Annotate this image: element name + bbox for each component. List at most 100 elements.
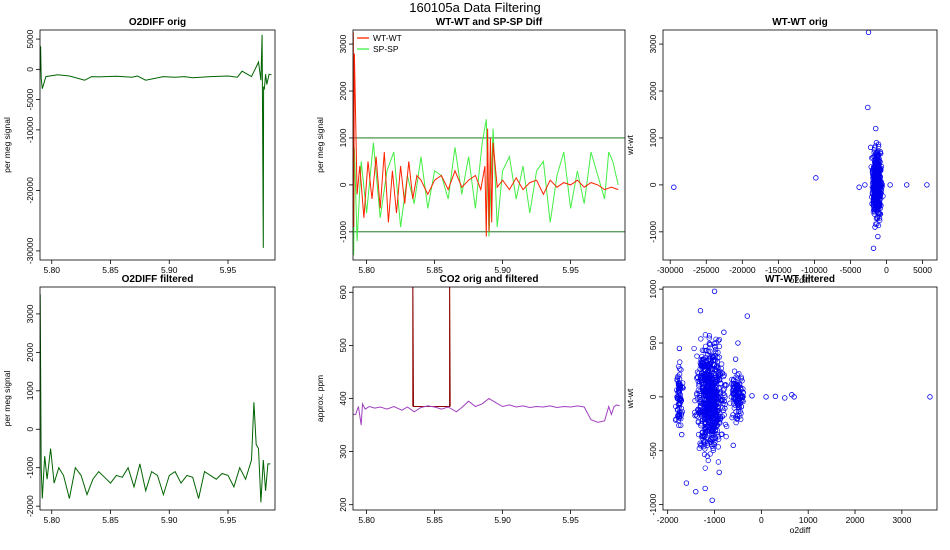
x-tick-label: -10000 [801,265,828,275]
scatter-point [680,385,686,391]
x-tick-label: 5.85 [102,515,119,525]
scatter-point [871,147,877,153]
scatter-point [694,396,701,402]
scatter-point [707,373,713,379]
scatter-point [734,416,740,422]
scatter-point [694,392,700,398]
y-tick-label: 2000 [338,81,348,100]
scatter-point [736,370,742,377]
scatter-point [706,413,712,419]
scatter-point [718,361,725,367]
scatter-point [709,441,715,448]
y-tick-label: 0 [338,182,348,187]
scatter-point [738,393,744,400]
scatter-point [716,343,723,350]
chart-o2diff-orig: O2DIFF orig 5.80 5.85 5.90 5.95 -30000 -20000 -… [2,17,276,275]
scatter-point [708,401,714,407]
scatter-point [705,348,712,355]
scatter-point [723,382,729,388]
scatter-point [694,369,701,375]
x-tick-label: -25000 [693,265,720,275]
scatter-point [695,378,701,384]
y-tick-label: 2000 [25,343,35,362]
plot-frame [39,286,276,511]
x-tick-label: 5.95 [562,265,579,275]
y-axis-label: per meg signal [315,117,325,173]
scatter-point [871,145,878,151]
scatter-point [705,428,711,434]
scatter-point [704,352,711,358]
y-tick-label: 1000 [648,279,658,298]
scatter-point [706,335,712,341]
x-tick-label: 2000 [846,515,865,525]
scatter-point [675,373,681,379]
x-tick-label: 5.95 [220,265,237,275]
x-tick-label: 5.80 [43,515,60,525]
scatter-point [675,363,682,370]
chart-title: CO2 orig and filtered [440,274,539,285]
plot-area [40,34,272,248]
scatter-point [713,378,719,384]
y-tick-label: 0 [25,427,35,432]
scatter-point [706,362,712,368]
chart-title: WT-WT filtered [765,274,835,285]
scatter-point [703,404,710,410]
scatter-point [870,175,876,181]
scatter-point [701,382,707,388]
scatter-point [695,407,701,413]
scatter-point [676,345,683,352]
scatter-point [763,394,769,400]
scatter-point [709,389,715,396]
y-tick-label: -2000 [25,495,35,517]
scatter-point [721,329,727,335]
scatter-point [710,416,717,423]
y-tick-label: 3000 [648,34,658,53]
y-tick-label: 600 [338,285,348,299]
scatter-point [677,366,683,372]
scatter-point [701,440,707,446]
scatter-cluster [727,368,746,426]
scatter-point [715,459,722,465]
y-axis-label: per meg signal [2,371,12,427]
scatter-point [694,375,700,381]
x-tick-label: 5.90 [494,265,511,275]
scatter-point [677,359,683,365]
x-tick-label: 5.95 [220,515,237,525]
scatter-point [874,175,880,181]
scatter-point [705,358,711,364]
scatter-point [875,233,881,240]
scatter-point [713,340,719,346]
scatter-point [875,163,882,169]
series-line-0 [412,287,451,407]
y-tick-label: 1000 [338,128,348,147]
x-tick-label: 5.90 [494,515,511,525]
scatter-point [735,383,742,390]
scatter-cluster [691,332,730,471]
scatter-point [696,409,702,416]
scatter-point [702,419,708,426]
scatter-point [692,409,698,416]
plot-frame [352,29,626,261]
chart-wt-wt-filtered: WT-WT filtered-2000 -1000 0 1000 2000 3000-10… [625,274,938,535]
scatter-point [720,387,727,393]
chart-title: WT-WT orig [772,17,828,28]
scatter-point [734,388,740,394]
scatter-point [862,182,868,188]
scatter-point [875,141,882,147]
scatter-point [813,175,819,181]
scatter-point [705,374,712,380]
scatter-point [711,288,718,295]
y-tick-label: 1000 [25,381,35,400]
plot-frame [39,29,276,261]
scatter-point [871,194,877,200]
scatter-point [702,485,708,492]
scatter-point [697,399,703,405]
scatter-point [708,436,714,442]
y-tick-label: 500 [338,338,348,352]
plot-area [673,288,933,504]
scatter-point [720,407,727,413]
scatter-point [708,371,715,377]
scatter-point [699,353,705,360]
scatter-point [702,407,709,413]
scatter-point [716,436,722,442]
